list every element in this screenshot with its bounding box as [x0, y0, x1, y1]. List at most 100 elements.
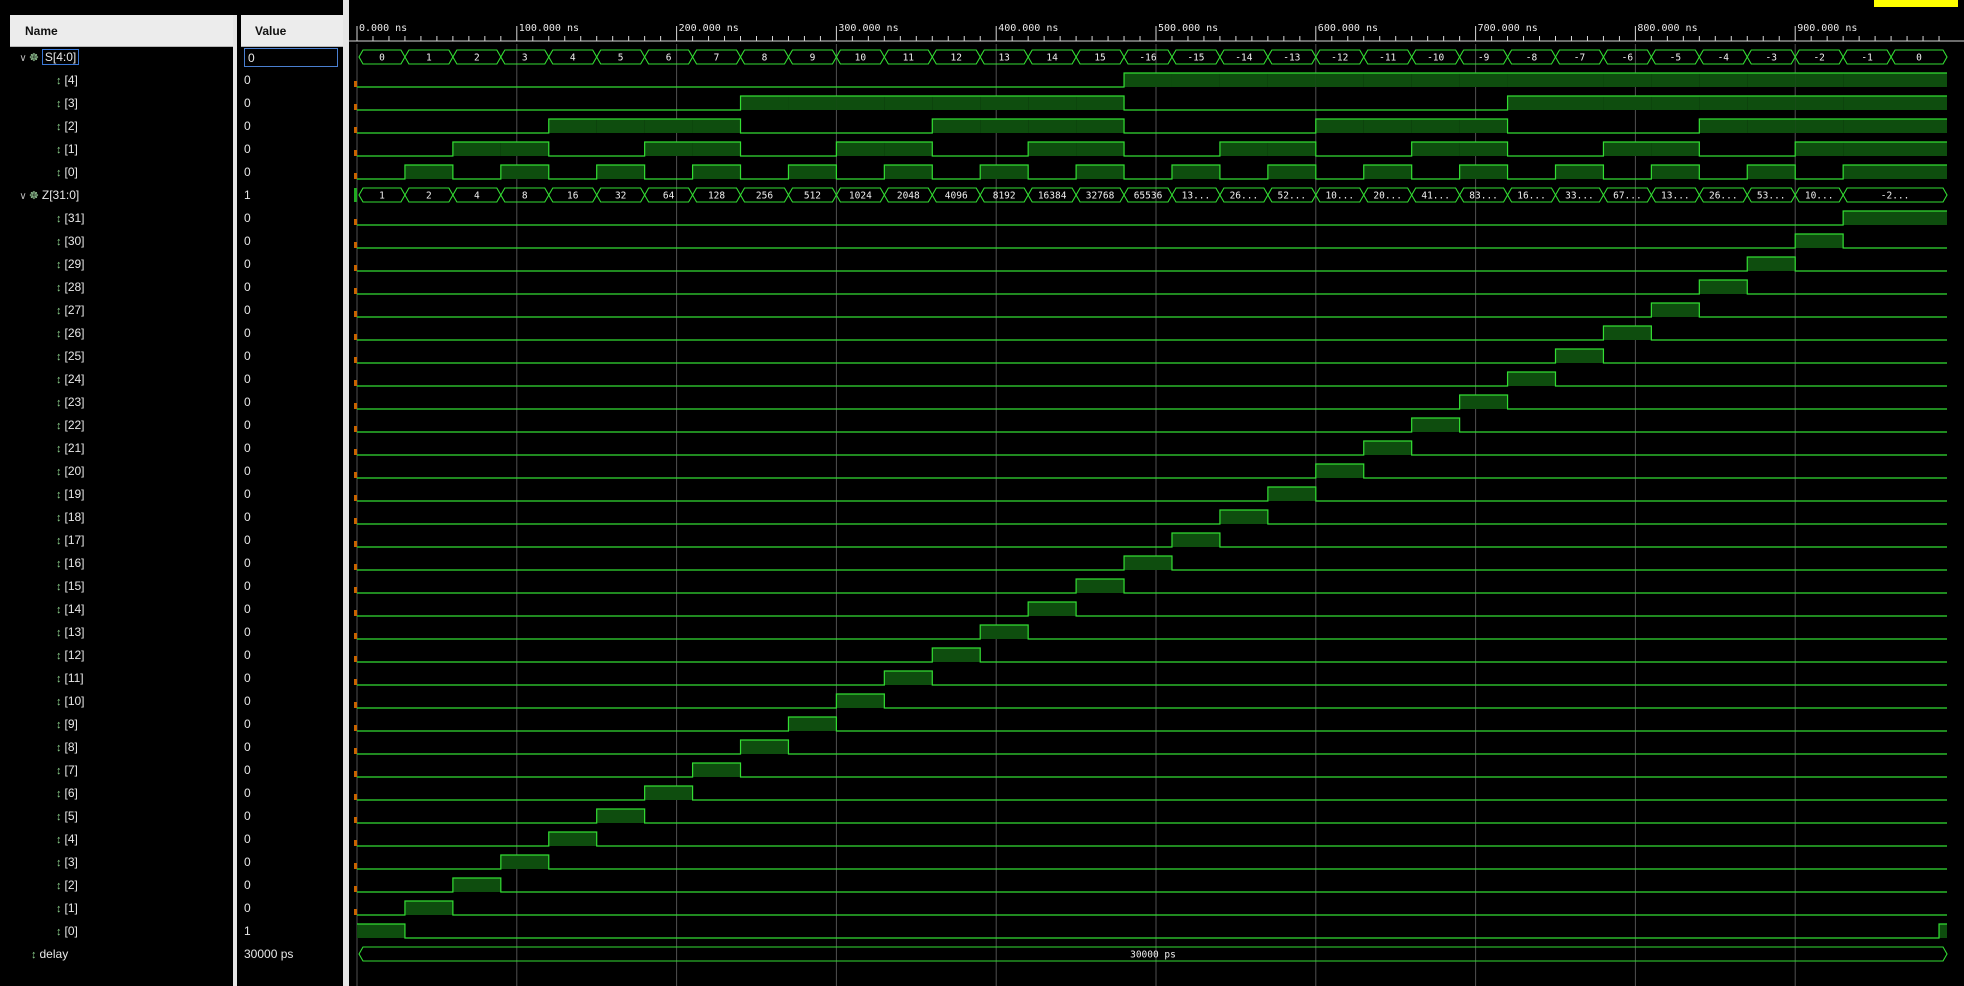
- wave-trace-Z28: [357, 279, 1948, 295]
- signal-row-z-28[interactable]: ↕ [28]: [56, 276, 85, 299]
- wave-high-fill: [1028, 119, 1077, 133]
- wave-high-fill: [1747, 119, 1796, 133]
- wave-high-fill: [1028, 142, 1077, 156]
- x-state-marker: [354, 564, 357, 570]
- signal-row-z-13[interactable]: ↕ [13]: [56, 621, 85, 644]
- signal-name-label: [7]: [64, 763, 78, 777]
- signal-row-z-8[interactable]: ↕ [8]: [56, 736, 78, 759]
- signal-row-s-2[interactable]: ↕ [2]: [56, 115, 78, 138]
- signal-value: 0: [244, 625, 251, 639]
- signal-row-z-18[interactable]: ↕ [18]: [56, 506, 85, 529]
- signal-row-z-17[interactable]: ↕ [17]: [56, 529, 85, 552]
- signal-row-z-1[interactable]: ↕ [1]: [56, 897, 78, 920]
- name-header[interactable]: Name: [10, 15, 235, 47]
- column-divider[interactable]: [233, 15, 237, 986]
- signal-row-z-12[interactable]: ↕ [12]: [56, 644, 85, 667]
- signal-name-label: [0]: [64, 165, 78, 179]
- x-state-marker: [354, 909, 357, 915]
- signal-row-z-15[interactable]: ↕ [15]: [56, 575, 85, 598]
- wave-trace-Z2: [357, 877, 1948, 893]
- bus-value-label: 7: [714, 53, 720, 64]
- signal-value: 0: [244, 855, 251, 869]
- signal-row-z-22[interactable]: ↕ [22]: [56, 414, 85, 437]
- signal-row-z-19[interactable]: ↕ [19]: [56, 483, 85, 506]
- bus-value-label: -10: [1427, 53, 1444, 64]
- name-column: Name ∨ ☸ S[4:0] ↕ [4] ↕ [3] ↕ [2] ↕ [1] ↕ [0] ∨ ☸ Z[31:…: [0, 0, 237, 986]
- expand-chevron-icon[interactable]: ∨: [19, 191, 27, 202]
- x-state-marker: [354, 794, 357, 800]
- x-state-marker: [354, 633, 357, 639]
- signal-name-label: S[4:0]: [41, 49, 80, 65]
- signal-row-s-0[interactable]: ↕ [0]: [56, 161, 78, 184]
- wave-high-fill: [836, 96, 885, 110]
- signal-row-S40[interactable]: ∨ ☸ S[4:0]: [17, 46, 80, 69]
- signal-row-z-14[interactable]: ↕ [14]: [56, 598, 85, 621]
- wave-high-fill: [1555, 165, 1604, 179]
- expand-chevron-icon[interactable]: ∨: [19, 53, 27, 64]
- bit-signal-icon: ↕: [56, 282, 62, 294]
- x-state-marker: [354, 380, 357, 386]
- x-state-marker: [354, 610, 357, 616]
- bus-segment: [1890, 49, 1948, 65]
- signal-row-z-25[interactable]: ↕ [25]: [56, 345, 85, 368]
- signal-value: 0: [244, 740, 251, 754]
- signal-row-z-0[interactable]: ↕ [0]: [56, 920, 78, 943]
- signal-row-s-1[interactable]: ↕ [1]: [56, 138, 78, 161]
- signal-row-s-3[interactable]: ↕ [3]: [56, 92, 78, 115]
- wave-high-fill: [980, 625, 1029, 639]
- signal-row-z-29[interactable]: ↕ [29]: [56, 253, 85, 276]
- signal-name-label: [25]: [64, 349, 85, 363]
- signal-row-z-23[interactable]: ↕ [23]: [56, 391, 85, 414]
- signal-value: 0: [244, 234, 251, 248]
- wave-trace-Z13: [357, 624, 1948, 640]
- bus-value-label: 8192: [993, 191, 1016, 202]
- signal-value: 0: [244, 165, 251, 179]
- signal-row-z-4[interactable]: ↕ [4]: [56, 828, 78, 851]
- signal-name-label: [11]: [64, 671, 84, 685]
- wave-high-fill: [1843, 73, 1948, 87]
- signal-row-z-7[interactable]: ↕ [7]: [56, 759, 78, 782]
- bus-value-label: 32768: [1086, 191, 1115, 202]
- waveform-panel[interactable]: 0.000 ns 100.000 ns 200.000 ns 300.000 ns 40…: [349, 0, 1964, 986]
- signal-row-z-24[interactable]: ↕ [24]: [56, 368, 85, 391]
- signal-row-z-26[interactable]: ↕ [26]: [56, 322, 85, 345]
- wave-trace-Z24: [357, 371, 1948, 387]
- signal-row-z-31[interactable]: ↕ [31]: [56, 207, 85, 230]
- wave-high-fill: [1028, 602, 1077, 616]
- signal-name-label: [8]: [64, 740, 78, 754]
- signal-row-z-5[interactable]: ↕ [5]: [56, 805, 78, 828]
- signal-row-Z310[interactable]: ∨ ☸ Z[31:0]: [17, 184, 79, 207]
- signal-row-z-16[interactable]: ↕ [16]: [56, 552, 85, 575]
- signal-row-z-9[interactable]: ↕ [9]: [56, 713, 78, 736]
- bit-signal-icon: ↕: [56, 719, 62, 731]
- signal-row-z-11[interactable]: ↕ [11]: [56, 667, 84, 690]
- wave-trace-S1: [357, 141, 1948, 157]
- signal-value: 1: [244, 188, 251, 202]
- waveform-canvas[interactable]: 0.000 ns 100.000 ns 200.000 ns 300.000 ns 40…: [349, 0, 1964, 986]
- bit-signal-icon: ↕: [56, 788, 62, 800]
- signal-row-z-27[interactable]: ↕ [27]: [56, 299, 85, 322]
- bus-start-marker: [354, 188, 357, 202]
- wave-high-fill: [932, 648, 981, 662]
- wave-high-fill: [980, 165, 1029, 179]
- signal-row-z-30[interactable]: ↕ [30]: [56, 230, 85, 253]
- wave-trace-Z14: [357, 601, 1948, 617]
- signal-row-s-4[interactable]: ↕ [4]: [56, 69, 78, 92]
- wave-high-fill: [740, 96, 789, 110]
- waveform-divider[interactable]: [343, 0, 349, 986]
- wave-high-fill: [1651, 165, 1700, 179]
- signal-row-z-3[interactable]: ↕ [3]: [56, 851, 78, 874]
- signal-row-z-2[interactable]: ↕ [2]: [56, 874, 78, 897]
- cursor-marker[interactable]: [1874, 0, 1958, 7]
- wave-high-fill: [1747, 165, 1796, 179]
- signal-row-z-10[interactable]: ↕ [10]: [56, 690, 85, 713]
- signal-row-z-6[interactable]: ↕ [6]: [56, 782, 78, 805]
- wave-high-fill: [1795, 234, 1844, 248]
- value-header[interactable]: Value: [241, 15, 343, 47]
- signal-row-z-20[interactable]: ↕ [20]: [56, 460, 85, 483]
- signal-row-z-21[interactable]: ↕ [21]: [56, 437, 85, 460]
- wave-high-fill: [1603, 96, 1652, 110]
- wave-high-fill: [1459, 395, 1508, 409]
- signal-row-delay[interactable]: ↕ delay: [31, 943, 68, 966]
- wave-trace-Z12: [357, 647, 1948, 663]
